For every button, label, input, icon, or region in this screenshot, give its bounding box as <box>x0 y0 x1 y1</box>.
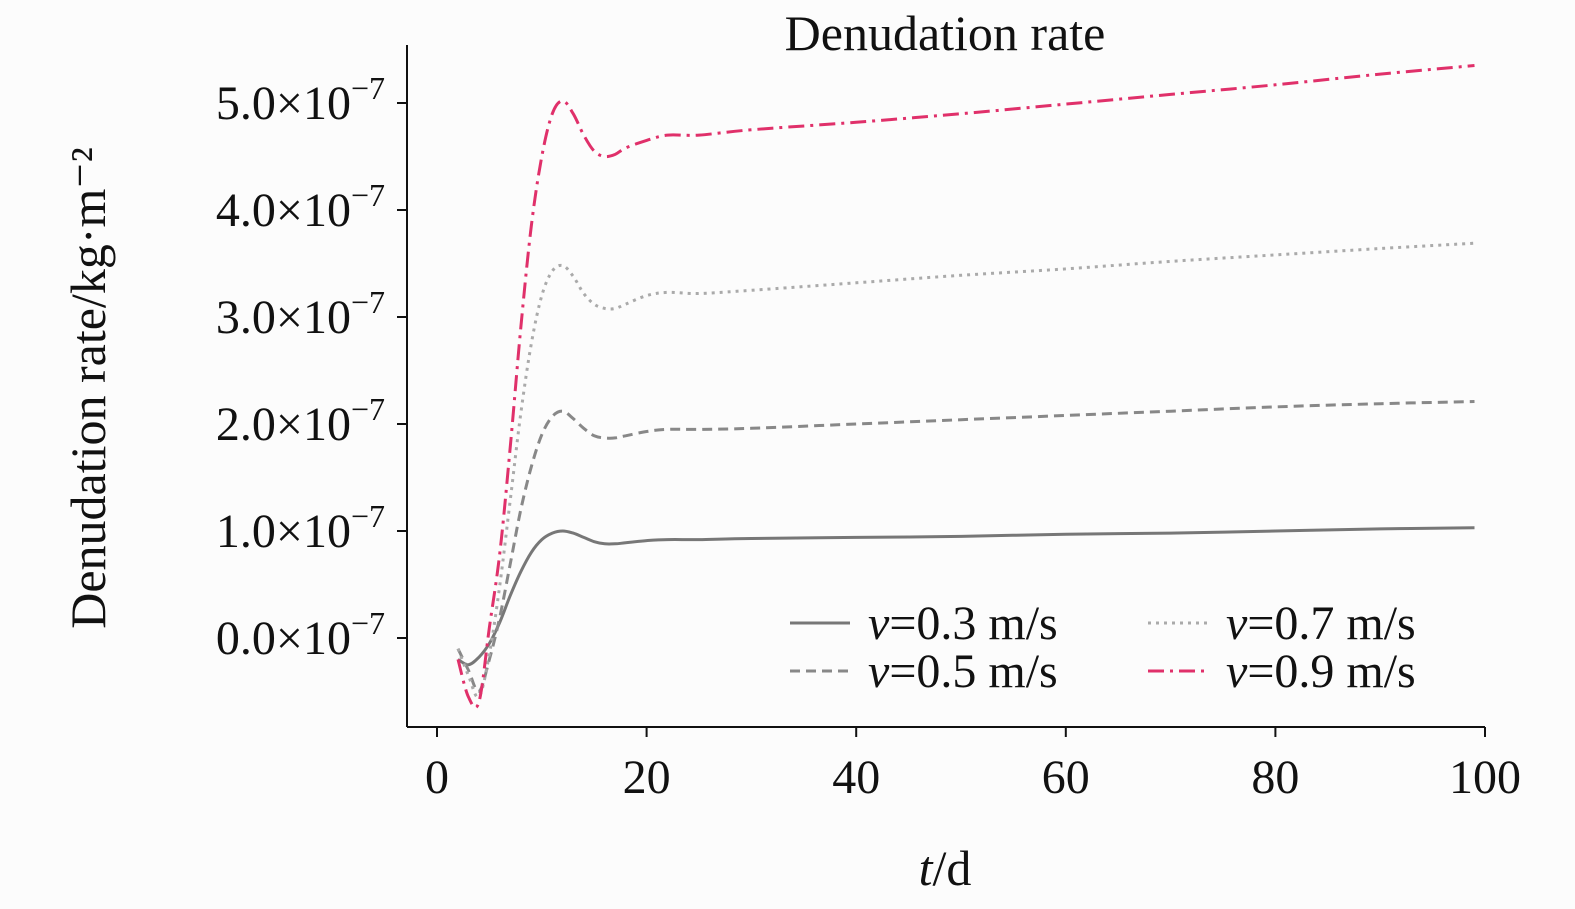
y-axis-label: Denudation rate/kg·m⁻² <box>60 147 116 629</box>
x-tick-label: 0 <box>425 751 449 804</box>
x-tick-label: 40 <box>832 751 880 804</box>
y-ticks: 0.0×10−7 1.0×10−7 2.0×10−7 3.0×10−7 4.0×10−7… <box>216 70 407 665</box>
legend-label-2: v=0.5 m/s <box>868 645 1058 698</box>
x-tick-label: 20 <box>623 751 671 804</box>
series-line-3 <box>456 241 1475 699</box>
y-tick-label: 2.0×10−7 <box>216 391 385 451</box>
y-tick-label: 1.0×10−7 <box>216 498 385 558</box>
series-group <box>456 64 1475 709</box>
x-tick-label: 60 <box>1042 751 1090 804</box>
x-tick-label: 80 <box>1251 751 1299 804</box>
x-axis-label: t/d <box>919 840 972 896</box>
legend-label-3: v=0.7 m/s <box>1226 597 1416 650</box>
y-tick-label: 3.0×10−7 <box>216 284 385 344</box>
y-axis-label-main: Denudation rate/kg·m⁻² <box>60 147 116 629</box>
legend-label-4: v=0.9 m/s <box>1226 645 1416 698</box>
series-line-2 <box>456 400 1475 693</box>
x-ticks: 0 20 40 60 80 100 <box>425 727 1521 804</box>
axes <box>406 45 1485 728</box>
y-tick-label: 0.0×10−7 <box>216 605 385 665</box>
legend-label-1: v=0.3 m/s <box>868 597 1058 650</box>
chart-title: Denudation rate <box>785 5 1106 61</box>
series-line-4 <box>456 64 1475 709</box>
y-tick-label: 4.0×10−7 <box>216 177 385 237</box>
y-tick-label: 5.0×10−7 <box>216 70 385 130</box>
series-line-1 <box>457 526 1475 667</box>
x-tick-label: 100 <box>1449 751 1521 804</box>
legend: v=0.3 m/sv=0.5 m/s v=0.7 m/sv=0.9 m/s <box>790 597 1416 698</box>
